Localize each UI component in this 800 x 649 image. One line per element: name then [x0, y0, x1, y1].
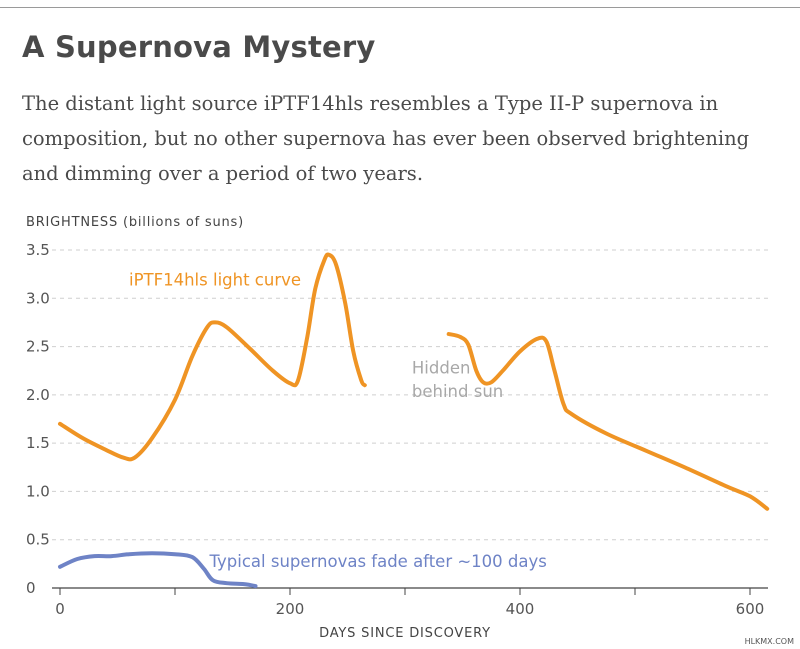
y-tick-label: 0.5: [26, 531, 50, 549]
annotation-hidden: Hidden: [412, 359, 471, 378]
y-tick-label: 1.5: [26, 434, 50, 452]
axes: 0 0.5 1.0 1.5 2.0 2.5 3.0 3.5 0 200 400 600: [26, 241, 768, 618]
x-tick-label: 200: [276, 600, 305, 618]
x-tick-label: 400: [506, 600, 535, 618]
series: [58, 252, 770, 589]
gridlines: [52, 249, 768, 541]
annotations: iPTF14hls light curve Hidden behind sun Typ…: [129, 271, 547, 571]
y-tick-label: 3.5: [26, 241, 50, 259]
chart: BRIGHTNESS (billions of suns) DAYS SINCE…: [26, 215, 770, 641]
page-subtitle: The distant light source iPTF14hls resem…: [22, 92, 750, 185]
x-tick-label: 600: [736, 600, 765, 618]
y-axis-label: BRIGHTNESS (billions of suns): [26, 215, 244, 230]
iptf14hls-curve-segment: [58, 252, 367, 462]
y-tick-label: 0: [26, 579, 36, 597]
page-title: A Supernova Mystery: [22, 30, 376, 64]
x-axis-label: DAYS SINCE DISCOVERY: [319, 626, 491, 641]
y-tick-label: 2.0: [26, 386, 50, 404]
x-tick-label: 0: [55, 600, 65, 618]
y-tick-label: 1.0: [26, 482, 50, 500]
y-tick-label: 2.5: [26, 338, 50, 356]
annotation-typical-supernovas: Typical supernovas fade after ~100 days: [209, 552, 547, 571]
credit-watermark: HLKMX.COM: [744, 637, 794, 646]
iptf14hls-curve-segment: [446, 332, 770, 511]
typical-supernova-curve: [58, 551, 258, 589]
top-rule: [0, 7, 800, 8]
y-tick-label: 3.0: [26, 289, 50, 307]
annotation-iptf14hls-label: iPTF14hls light curve: [129, 271, 301, 290]
annotation-behind-sun: behind sun: [412, 382, 503, 401]
